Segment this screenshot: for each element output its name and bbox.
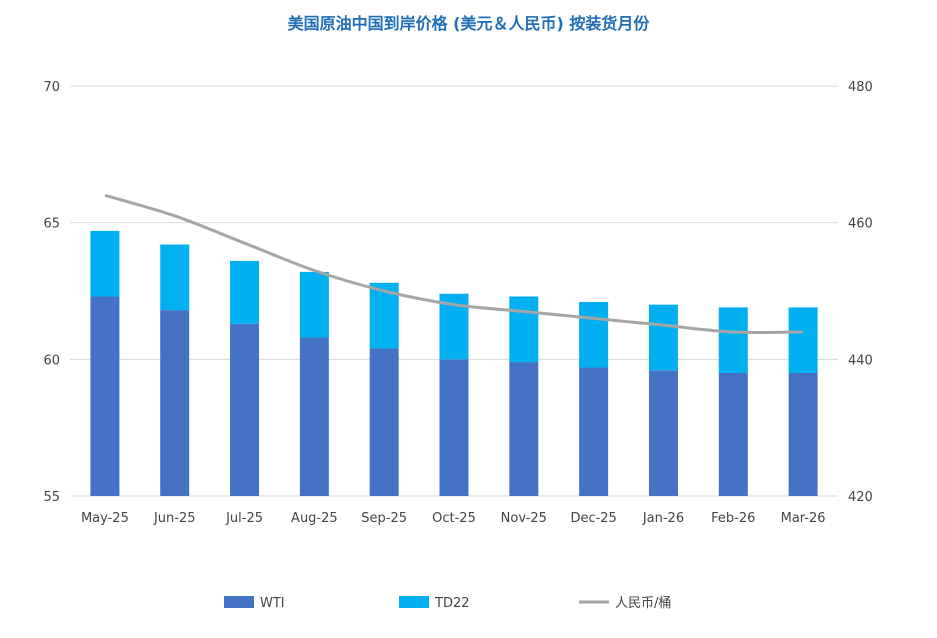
y-tick-right: 420	[848, 490, 873, 505]
bar-wti	[299, 337, 329, 496]
x-tick-label: Jan-26	[642, 511, 684, 526]
x-tick-label: Oct-25	[432, 511, 476, 526]
bar-wti	[90, 296, 120, 496]
bar-wti	[509, 362, 539, 496]
x-tick-label: Dec-25	[570, 511, 616, 526]
legend-swatch-wti	[224, 596, 254, 608]
bar-td22	[648, 304, 678, 371]
legend-label-rmb: 人民币/桶	[615, 596, 671, 611]
x-tick-label: Nov-25	[501, 511, 547, 526]
bar-wti	[160, 310, 190, 496]
bar-wti	[718, 373, 748, 496]
y-tick-left: 70	[43, 80, 60, 95]
x-tick-label: May-25	[81, 511, 129, 526]
chart-title: 美国原油中国到岸价格 (美元＆人民币) 按装货月份	[287, 14, 650, 33]
bar-wti	[439, 359, 469, 496]
bar-td22	[160, 244, 190, 311]
x-tick-label: Jun-25	[153, 511, 196, 526]
y-tick-right: 460	[848, 217, 873, 232]
x-tick-label: Sep-25	[361, 511, 407, 526]
line-rmb-per-barrel	[104, 193, 804, 335]
legend-swatch-td22	[399, 596, 429, 608]
bar-wti	[579, 367, 609, 496]
x-tick-label: Jul-25	[225, 511, 263, 526]
bar-wti	[788, 373, 818, 496]
bar-wti	[369, 348, 399, 496]
y-tick-left: 60	[43, 353, 60, 368]
y-tick-left: 65	[43, 217, 60, 232]
bar-td22	[509, 296, 539, 363]
legend-label-wti: WTI	[260, 596, 285, 611]
bar-wti	[648, 370, 678, 496]
x-tick-label: Mar-26	[781, 511, 826, 526]
bar-td22	[718, 307, 748, 373]
bar-td22	[788, 307, 818, 373]
bar-wti	[230, 323, 260, 496]
y-tick-left: 55	[43, 490, 60, 505]
x-tick-label: Aug-25	[291, 511, 338, 526]
bar-td22	[299, 271, 329, 338]
legend-label-td22: TD22	[434, 596, 470, 611]
y-tick-right: 440	[848, 353, 873, 368]
bar-td22	[90, 230, 120, 297]
bar-td22	[230, 260, 260, 324]
y-tick-right: 480	[848, 80, 873, 95]
x-tick-label: Feb-26	[711, 511, 755, 526]
bar-td22	[579, 301, 609, 368]
